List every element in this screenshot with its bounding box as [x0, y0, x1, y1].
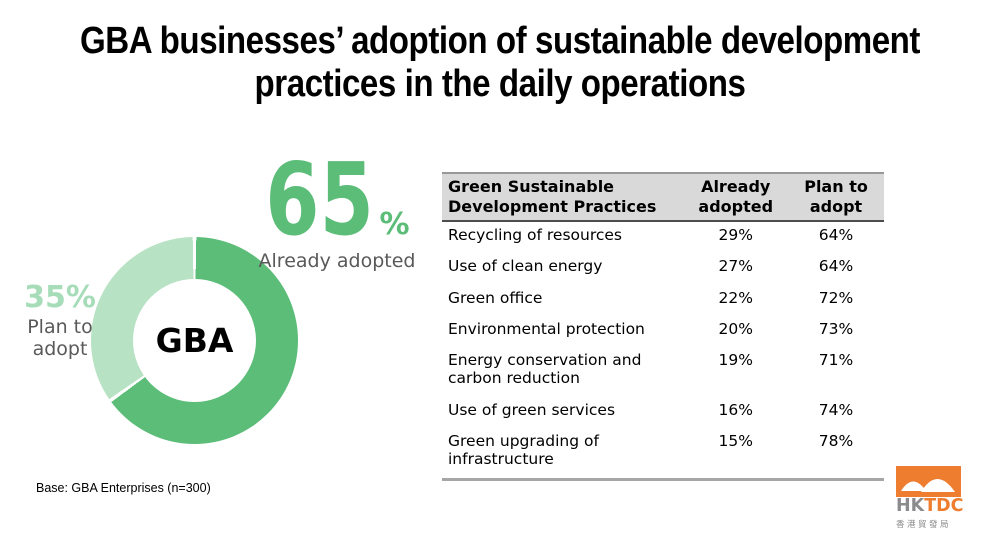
already-adopted-cell: 22% — [718, 288, 753, 307]
practices-table-body: Recycling of resources 29% 64% Use of clean… — [442, 221, 884, 481]
plan-to-adopt-cell: 74% — [818, 400, 854, 419]
already-adopted-callout: 65% Already adopted — [252, 141, 422, 273]
hktdc-chinese-name: 香港貿發局 — [896, 519, 952, 530]
already-adopted-cell: 15% — [683, 428, 789, 481]
plan-to-adopt-cell: 78% — [788, 428, 884, 481]
practice-cell: Environmental protection — [448, 319, 645, 338]
donut-center: GBA — [133, 279, 256, 402]
page-title: GBA businesses’ adoption of sustainable … — [65, 20, 935, 106]
already-adopted-cell: 16% — [718, 400, 753, 419]
already-adopted-percent-sign: % — [379, 207, 410, 242]
hktdc-wordmark: HKTDC — [896, 496, 964, 516]
plan-to-adopt-cell: 64% — [818, 257, 854, 276]
practice-cell: Energy conservation and carbon reduction — [448, 351, 642, 388]
already-adopted-cell: 27% — [718, 257, 753, 276]
plan-to-adopt-cell: 72% — [818, 288, 854, 307]
base-note: Base: GBA Enterprises (n=300) — [36, 481, 211, 495]
practice-cell: Recycling of resources — [448, 226, 623, 245]
page-title-line-1: GBA businesses’ adoption of sustainable … — [79, 20, 920, 62]
hktdc-logo-mark-icon — [896, 466, 961, 497]
table-row: Green office 22% 72% — [442, 285, 884, 316]
col-header-plan-to-adopt: Plan to adopt — [788, 171, 884, 223]
page-title-line-2: practices in the daily operations — [254, 62, 746, 105]
already-adopted-value: 65 — [265, 141, 375, 258]
plan-to-adopt-cell: 73% — [818, 319, 854, 338]
already-adopted-cell: 20% — [718, 319, 753, 338]
hktdc-logo: HKTDC 香港貿發局 — [896, 466, 964, 530]
hktdc-wordmark-tdc: TDC — [924, 496, 964, 516]
practices-table-header: Green Sustainable Development Practices … — [442, 171, 884, 223]
table-row: Green upgrading of infrastructure 15% 78% — [442, 428, 884, 481]
plan-to-adopt-percent-sign: % — [65, 280, 96, 315]
col-header-practices: Green Sustainable Development Practices — [442, 171, 684, 223]
already-adopted-value-line: 65% — [252, 141, 422, 258]
practice-cell: Use of green services — [448, 400, 616, 419]
plan-to-adopt-cell: 64% — [818, 226, 854, 245]
table-row: Use of clean energy 27% 64% — [442, 253, 884, 284]
already-adopted-cell: 19% — [718, 351, 753, 370]
table-row: Environmental protection 20% 73% — [442, 316, 884, 347]
hktdc-wordmark-hk: HK — [896, 496, 925, 516]
table-header-row: Green Sustainable Development Practices … — [442, 171, 884, 223]
donut-chart: GBA — [91, 237, 298, 444]
practice-cell: Green office — [448, 288, 543, 307]
plan-to-adopt-cell: 71% — [818, 351, 854, 370]
practices-table: Green Sustainable Development Practices … — [442, 171, 884, 481]
table-row: Use of green services 16% 74% — [442, 397, 884, 428]
already-adopted-label: Already adopted — [258, 250, 416, 272]
practice-cell: Green upgrading of infrastructure — [442, 428, 684, 481]
plan-to-adopt-callout: 35% Plan to adopt — [5, 283, 115, 361]
plan-to-adopt-value: 35 — [24, 280, 66, 315]
table-row: Energy conservation and carbon reduction… — [442, 347, 884, 397]
practice-cell: Use of clean energy — [448, 257, 603, 276]
plan-to-adopt-label: Plan to adopt — [27, 316, 93, 361]
table-row: Recycling of resources 29% 64% — [442, 221, 884, 253]
already-adopted-cell: 29% — [718, 226, 753, 245]
plan-to-adopt-value-line: 35% — [5, 283, 115, 313]
donut-center-label: GBA — [155, 321, 234, 360]
col-header-already-adopted: Already adopted — [683, 171, 789, 223]
